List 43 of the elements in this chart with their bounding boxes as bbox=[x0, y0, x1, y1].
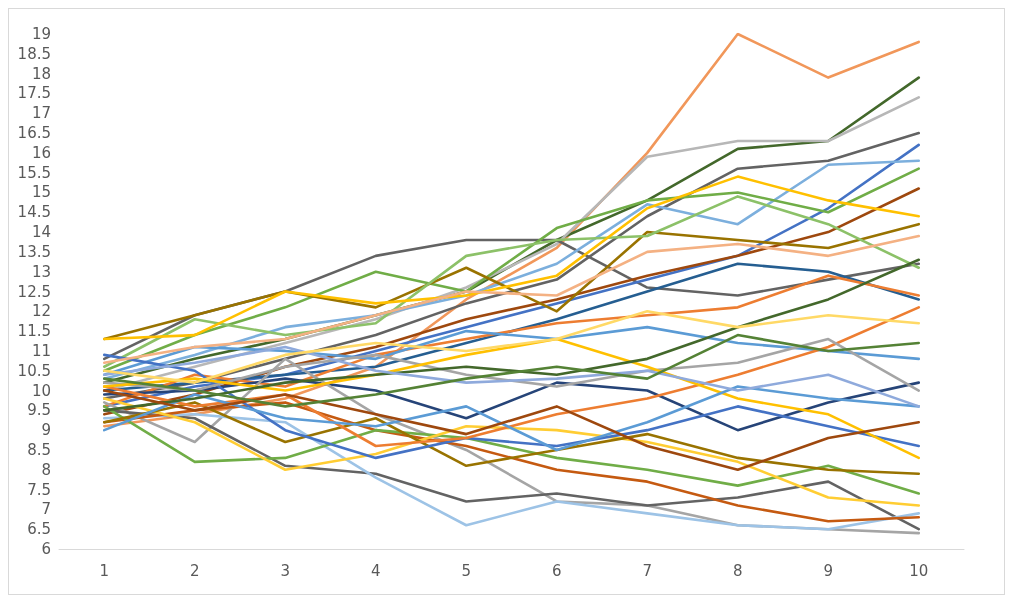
x-tick-label: 8 bbox=[732, 561, 743, 580]
x-tick-label: 7 bbox=[642, 561, 653, 580]
line-series bbox=[102, 333, 921, 408]
x-tick-label: 6 bbox=[551, 561, 562, 580]
y-tick-label: 8 bbox=[41, 460, 51, 479]
x-tick-label: 1 bbox=[99, 561, 110, 580]
x-tick-label: 9 bbox=[823, 561, 834, 580]
y-tick-label: 7 bbox=[41, 500, 51, 519]
y-tick-label: 11.5 bbox=[17, 322, 51, 341]
y-tick-label: 15 bbox=[31, 183, 51, 202]
y-tick-label: 10.5 bbox=[17, 361, 51, 380]
y-tick-label: 12.5 bbox=[17, 282, 51, 301]
y-tick-label: 9 bbox=[41, 421, 51, 440]
line-series bbox=[102, 345, 921, 408]
line-series bbox=[102, 310, 921, 384]
y-tick-label: 14.5 bbox=[17, 203, 51, 222]
y-tick-label: 10 bbox=[31, 381, 51, 400]
y-tick-label: 7.5 bbox=[27, 480, 51, 499]
y-tick-label: 19 bbox=[31, 25, 51, 43]
y-tick-label: 16.5 bbox=[17, 124, 51, 143]
y-tick-label: 15.5 bbox=[17, 163, 51, 182]
y-tick-label: 6 bbox=[41, 540, 51, 558]
y-tick-label: 17 bbox=[31, 104, 51, 123]
x-tick-label: 2 bbox=[189, 561, 200, 580]
x-tick-label: 3 bbox=[280, 561, 291, 580]
y-tick-label: 6.5 bbox=[27, 520, 51, 539]
y-tick-label: 16 bbox=[31, 143, 51, 162]
line-series bbox=[102, 195, 921, 369]
line-series bbox=[102, 385, 921, 452]
y-tick-label: 17.5 bbox=[17, 84, 51, 103]
line-series bbox=[102, 175, 921, 341]
x-tick-label: 5 bbox=[461, 561, 472, 580]
y-tick-label: 13.5 bbox=[17, 242, 51, 261]
y-tick-label: 18 bbox=[31, 64, 51, 83]
y-tick-label: 12 bbox=[31, 302, 51, 321]
y-tick-label: 9.5 bbox=[27, 401, 51, 420]
x-tick-label: 4 bbox=[370, 561, 381, 580]
y-tick-label: 13 bbox=[31, 262, 51, 281]
y-tick-label: 18.5 bbox=[17, 44, 51, 63]
y-tick-label: 8.5 bbox=[27, 440, 51, 459]
y-tick-label: 11 bbox=[31, 341, 51, 360]
y-tick-label: 14 bbox=[31, 223, 51, 242]
x-tick-label: 10 bbox=[909, 561, 929, 580]
